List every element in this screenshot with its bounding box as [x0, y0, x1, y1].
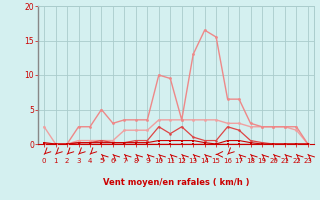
X-axis label: Vent moyen/en rafales ( km/h ): Vent moyen/en rafales ( km/h ) [103, 178, 249, 187]
